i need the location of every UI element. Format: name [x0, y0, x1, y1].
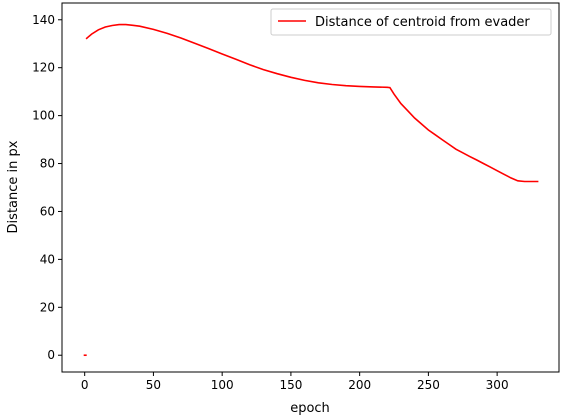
- y-tick-label: 100: [32, 109, 55, 123]
- series-line-distance: [85, 23, 539, 183]
- y-tick-label: 0: [47, 348, 55, 362]
- legend: Distance of centroid from evader: [270, 8, 552, 36]
- y-tick-label: 20: [40, 300, 55, 314]
- x-tick-label: 150: [279, 378, 302, 392]
- x-tick-label: 250: [417, 378, 440, 392]
- x-axis-label: epoch: [290, 401, 330, 416]
- x-tick-label: 100: [211, 378, 234, 392]
- legend-label: Distance of centroid from evader: [315, 15, 530, 30]
- y-axis-ticks: 0 20 40 60 80 100 120 140: [32, 13, 62, 362]
- x-axis-ticks: 0 50 100 150 200 250 300: [81, 372, 509, 392]
- y-tick-label: 60: [40, 204, 55, 218]
- x-tick-label: 0: [81, 378, 89, 392]
- y-axis-label: Distance in px: [6, 140, 21, 233]
- plot-frame: [61, 2, 560, 373]
- x-tick-label: 200: [348, 378, 371, 392]
- y-tick-label: 140: [32, 13, 55, 27]
- y-tick-label: 40: [40, 252, 55, 266]
- y-tick-label: 120: [32, 61, 55, 75]
- x-tick-label: 300: [486, 378, 509, 392]
- x-tick-label: 50: [146, 378, 161, 392]
- legend-box: [270, 8, 552, 36]
- y-tick-label: 80: [40, 157, 55, 171]
